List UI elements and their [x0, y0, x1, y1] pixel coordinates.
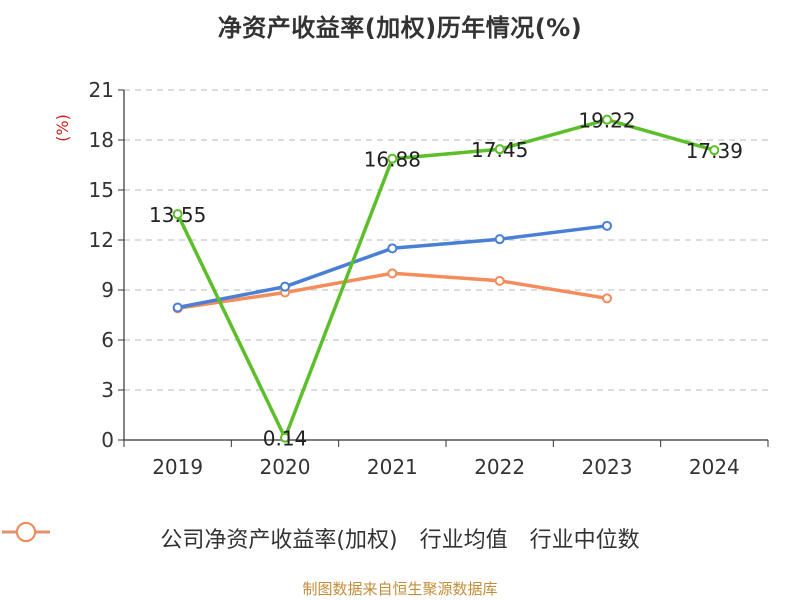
chart-title: 净资产收益率(加权)历年情况(%) [217, 14, 583, 42]
data-point[interactable] [602, 114, 612, 125]
legend-item[interactable]: 行业均值 [2, 522, 508, 554]
series-line [177, 224, 608, 310]
y-tick-label: 15 [89, 178, 114, 202]
source-note: 制图数据来自恒生聚源数据库 [302, 580, 498, 598]
data-point[interactable] [709, 145, 720, 156]
data-point[interactable] [494, 144, 505, 155]
data-label: 17.45 [471, 138, 528, 162]
data-point[interactable] [494, 275, 505, 286]
legend-item[interactable]: 行业中位数 [2, 522, 640, 554]
y-tick-label: 0 [101, 428, 114, 452]
data-label: 19.22 [578, 109, 635, 133]
x-tick-label: 2021 [367, 455, 418, 479]
y-tick-label: 3 [101, 378, 114, 402]
series-line [177, 271, 608, 311]
legend-label: 行业中位数 [529, 528, 640, 553]
y-tick-label: 9 [101, 278, 114, 302]
data-point[interactable] [494, 234, 505, 245]
legend-item[interactable]: 公司净资产收益率(加权) [2, 522, 398, 554]
series-line [176, 117, 715, 440]
y-axis-label: (%) [53, 114, 72, 142]
y-tick-label: 21 [89, 78, 114, 102]
legend-swatch [2, 522, 50, 542]
data-point[interactable] [387, 268, 398, 279]
grid-layer [124, 89, 768, 391]
data-label: 16.88 [364, 148, 421, 172]
data-point[interactable] [172, 209, 183, 220]
data-point[interactable] [602, 220, 612, 231]
data-point[interactable] [602, 293, 612, 304]
x-tick-label: 2022 [474, 455, 525, 479]
data-point[interactable] [387, 243, 398, 254]
x-tick-label: 2023 [582, 455, 633, 479]
data-label: 13.55 [149, 203, 206, 227]
label-layer: 13.55 0.14 16.88 17.45 19.22 17.39 [149, 109, 743, 451]
x-tick-label: 2020 [260, 455, 311, 479]
legend-label: 行业均值 [419, 528, 508, 553]
data-point[interactable] [387, 153, 398, 164]
data-label: 17.39 [686, 139, 743, 163]
x-tick-label: 2024 [689, 455, 740, 479]
data-point[interactable] [280, 432, 290, 443]
data-point[interactable] [172, 302, 183, 313]
y-tick-label: 6 [101, 328, 114, 352]
y-tick-label: 12 [89, 228, 114, 252]
axis-layer: 0 3 6 9 12 15 18 21 2019 2020 2021 2022 2023 2024 (%) [53, 78, 769, 479]
series-layer [172, 114, 720, 443]
data-label: 0.14 [263, 427, 308, 451]
data-point[interactable] [280, 281, 290, 292]
legend-label: 公司净资产收益率(加权) [160, 528, 398, 553]
legend: 公司净资产收益率(加权) 行业均值 行业中位数 [0, 520, 800, 556]
x-tick-label: 2019 [152, 455, 203, 479]
y-tick-label: 18 [89, 128, 114, 152]
